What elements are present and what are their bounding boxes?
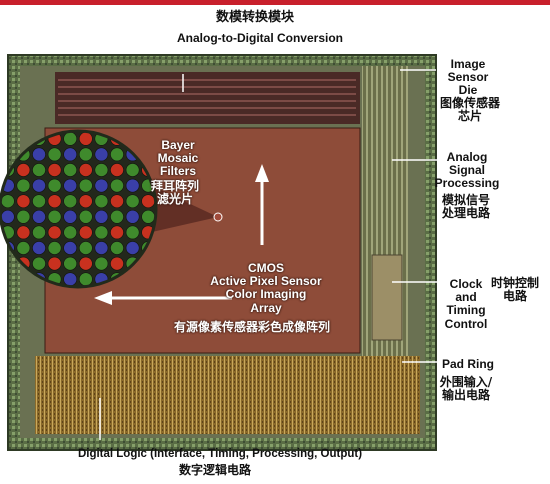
cmos-label-cn: 有源像素传感器彩色成像阵列: [173, 320, 330, 334]
bayer-filter-cell: [16, 209, 31, 224]
clock-timing-block: [371, 254, 403, 341]
bayer-filter-cell: [94, 209, 109, 224]
bayer-filter-cell: [16, 163, 31, 177]
pad-label-cn: 外围输入/ 输出电路: [439, 375, 493, 403]
bayer-filter-cell: [0, 209, 15, 224]
bayer-filter-cell: [32, 147, 46, 162]
bayer-filter-cell: [78, 256, 93, 271]
bayer-filter-cell: [125, 241, 140, 255]
bayer-filter-cell: [47, 163, 62, 177]
bayer-filter-cell: [78, 163, 93, 177]
bayer-filter-cell: [16, 194, 31, 209]
bayer-filter-cell: [125, 225, 140, 240]
bayer-filter-cell: [47, 241, 62, 255]
bayer-filter-cell: [78, 209, 93, 224]
bayer-filter-cell: [63, 209, 78, 224]
bayer-filter-cell: [110, 225, 124, 240]
accent-bar: [0, 0, 550, 5]
bayer-filter-cell: [32, 241, 46, 255]
asp-label-cn: 模拟信号 处理电路: [441, 193, 490, 221]
bayer-filter-cell: [78, 131, 93, 146]
bayer-filter-cell: [63, 241, 78, 255]
bayer-label-en: Bayer Mosaic Filters: [157, 138, 199, 179]
bayer-filter-cell: [94, 225, 109, 240]
cmos-label-en: CMOS Active Pixel Sensor Color Imaging A…: [210, 261, 322, 315]
bayer-filter-cell: [47, 225, 62, 240]
bayer-filter-cell: [16, 241, 31, 255]
pad-label-en: Pad Ring: [441, 357, 494, 371]
bayer-filter-cell: [16, 225, 31, 240]
adc-block: [55, 72, 360, 124]
bayer-filter-cell: [110, 256, 124, 271]
bayer-filter-cell: [0, 194, 15, 209]
bayer-filter-cell: [32, 225, 46, 240]
bayer-filter-cell: [78, 225, 93, 240]
bayer-label-cn: 拜耳阵列 滤光片: [150, 179, 199, 207]
arrow-up: [255, 164, 269, 245]
bayer-filter-cell: [63, 131, 78, 146]
bayer-filter-cell: [78, 272, 93, 287]
bayer-filter-cell: [125, 194, 140, 209]
digital-logic-block: [35, 356, 420, 434]
bayer-filter-cell: [94, 163, 109, 177]
bayer-filter-cell: [110, 194, 124, 209]
bayer-filter-cell: [47, 256, 62, 271]
bayer-filter-cell: [47, 194, 62, 209]
arrow-left: [94, 291, 232, 305]
bayer-filter-cell: [125, 209, 140, 224]
bayer-filter-cell: [125, 178, 140, 193]
bayer-filter-cell: [125, 163, 140, 177]
bayer-filter-cell: [16, 178, 31, 193]
bayer-filter-cell: [63, 178, 78, 193]
bayer-filter-cell: [47, 147, 62, 162]
adc-label-cn: 数模转换模块: [215, 10, 294, 25]
clock-label-en: Clock and Timing Control: [444, 277, 488, 331]
bayer-filter-cell: [63, 163, 78, 177]
asp-label-en: Analog Signal Processing: [434, 150, 500, 191]
bayer-filter-cell: [63, 272, 78, 287]
bayer-filter-cell: [63, 225, 78, 240]
bayer-filter-cell: [110, 209, 124, 224]
adc-label-en: Analog-to-Digital Conversion: [177, 31, 343, 45]
bayer-filter-cell: [63, 194, 78, 209]
bayer-filter-cell: [94, 241, 109, 255]
bayer-filter-cell: [47, 209, 62, 224]
bayer-filter-cell: [94, 194, 109, 209]
clock-label-cn: 时钟控制 电路: [490, 276, 539, 304]
bayer-filter-cell: [110, 178, 124, 193]
bayer-filter-cell: [110, 163, 124, 177]
bayer-filter-cell: [47, 178, 62, 193]
bayer-filter-cell: [110, 147, 124, 162]
bayer-filter-cell: [141, 209, 156, 224]
bayer-filter-cell: [63, 147, 78, 162]
bayer-filter-cell: [32, 256, 46, 271]
bayer-filter-cell: [78, 147, 93, 162]
bayer-filter-cell: [94, 178, 109, 193]
bayer-filter-cell: [63, 256, 78, 271]
magnifier-point: [213, 212, 223, 222]
die-label-en: Image Sensor Die: [447, 57, 489, 98]
bayer-filter-cell: [78, 194, 93, 209]
bayer-filter-cell: [32, 163, 46, 177]
bayer-filter-cell: [110, 241, 124, 255]
bayer-filter-cell: [94, 256, 109, 271]
magnifier-cone: [152, 186, 218, 232]
bayer-filter-cell: [32, 178, 46, 193]
digital-logic-label-en: Digital Logic (Interface, Timing, Proces…: [77, 448, 363, 460]
bayer-filter-cell: [94, 147, 109, 162]
die-label-cn: 图像传感器 芯片: [439, 96, 500, 124]
bayer-filter-cell: [78, 178, 93, 193]
bayer-filter-cell: [32, 209, 46, 224]
digital-logic-label-cn: 数字逻辑电路: [178, 463, 251, 477]
bayer-filter-cell: [78, 241, 93, 255]
bayer-filter-cell: [32, 194, 46, 209]
